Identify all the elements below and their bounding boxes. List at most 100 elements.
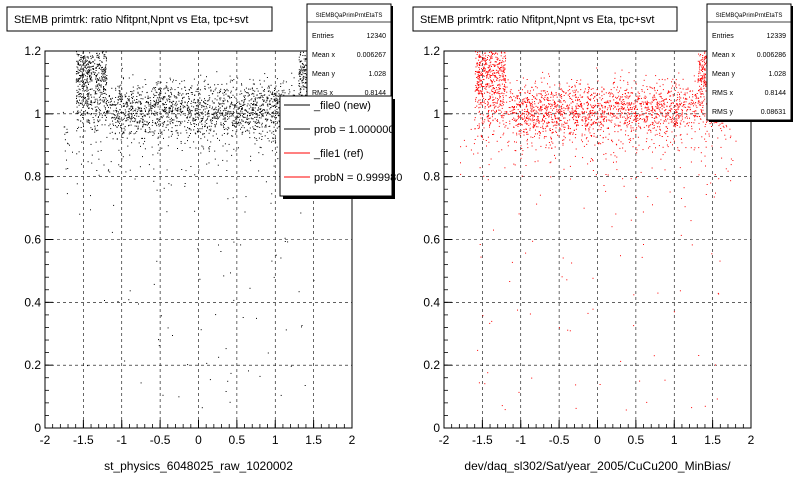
data-point [620, 141, 622, 143]
data-point [603, 89, 605, 91]
data-point [691, 122, 693, 124]
data-point [187, 114, 189, 116]
data-point [628, 72, 630, 74]
data-point [106, 78, 108, 80]
data-point [263, 99, 265, 101]
data-point [579, 106, 581, 108]
data-point [507, 113, 509, 115]
data-point [525, 102, 527, 103]
data-point [190, 113, 192, 115]
data-point [242, 116, 244, 118]
data-point [641, 113, 643, 115]
data-point [626, 122, 628, 124]
data-point [664, 109, 666, 111]
data-point [115, 104, 117, 105]
data-point [675, 100, 677, 102]
data-point [147, 97, 149, 99]
data-point [539, 132, 541, 134]
data-point [490, 105, 492, 107]
data-point [97, 121, 99, 123]
data-point [547, 106, 549, 108]
data-point [105, 64, 107, 66]
data-point [215, 133, 217, 135]
data-point [244, 89, 245, 91]
data-point [636, 109, 638, 110]
data-point [651, 110, 653, 112]
data-point [180, 114, 182, 116]
data-point [222, 145, 224, 147]
data-point [90, 104, 91, 105]
data-point [88, 108, 90, 109]
data-point [659, 93, 661, 95]
data-point [604, 107, 606, 109]
data-point [151, 90, 153, 92]
data-point [211, 93, 213, 95]
data-point [94, 131, 96, 133]
data-point [152, 88, 154, 90]
data-point [232, 135, 234, 137]
data-point [639, 103, 641, 105]
data-point [679, 96, 681, 98]
data-point [656, 122, 658, 124]
data-point [675, 110, 677, 111]
data-point [197, 131, 198, 133]
data-point [225, 128, 227, 130]
data-point [561, 97, 563, 99]
data-point [627, 118, 629, 120]
data-point [674, 90, 676, 91]
data-point [531, 101, 533, 103]
data-point [527, 133, 529, 135]
data-point [177, 94, 179, 96]
data-point [87, 89, 89, 91]
data-point [600, 115, 602, 117]
data-point [477, 135, 479, 137]
data-point [81, 102, 83, 104]
data-point [165, 107, 167, 108]
data-point [224, 114, 226, 116]
data-point [477, 92, 479, 94]
data-point [191, 110, 193, 112]
data-point [157, 144, 159, 146]
data-point [166, 112, 168, 113]
data-point [545, 106, 547, 108]
data-point [233, 108, 235, 110]
data-point [615, 124, 617, 126]
data-point [227, 115, 228, 117]
data-point [298, 291, 300, 293]
data-point [103, 105, 105, 107]
data-point [545, 118, 547, 120]
data-point [667, 113, 669, 115]
data-point [198, 102, 200, 104]
data-point [576, 96, 577, 98]
data-point [247, 114, 248, 116]
data-point [497, 106, 499, 108]
data-point [574, 95, 576, 97]
data-point [561, 110, 563, 112]
data-point [128, 108, 130, 110]
data-point [115, 109, 117, 111]
data-point [132, 98, 133, 99]
data-point [298, 72, 300, 74]
data-point [157, 104, 159, 106]
data-point [166, 211, 168, 213]
data-point [559, 109, 561, 111]
data-point [105, 77, 107, 79]
data-point [493, 99, 495, 100]
data-point [668, 122, 670, 124]
data-point [592, 105, 594, 107]
data-point [486, 116, 488, 118]
data-point [248, 118, 250, 120]
data-point [301, 60, 303, 62]
data-point [601, 110, 603, 112]
data-point [235, 121, 237, 123]
data-point [184, 101, 186, 103]
data-point [254, 125, 256, 127]
data-point [86, 102, 88, 104]
data-point [204, 126, 205, 128]
data-point [137, 102, 139, 104]
data-point [86, 68, 88, 70]
data-point [633, 103, 635, 105]
data-point [563, 129, 565, 130]
data-point [104, 107, 106, 109]
data-point [96, 98, 98, 100]
